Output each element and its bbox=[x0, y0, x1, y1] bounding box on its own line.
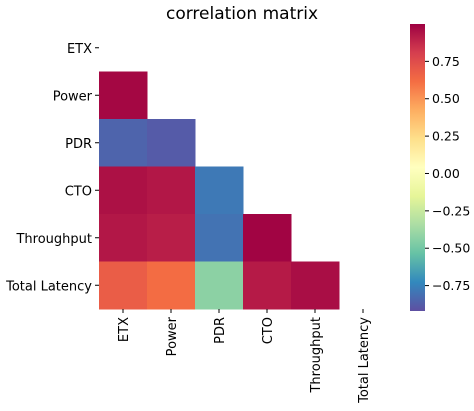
column-label: CTO bbox=[261, 317, 276, 344]
colorbar-tick-label: 0.50 bbox=[432, 91, 460, 106]
colorbar-tick-label: 0.75 bbox=[432, 54, 460, 69]
column-label: ETX bbox=[117, 317, 132, 342]
heatmap-cell-pdr-power bbox=[147, 119, 196, 167]
row-label: Total Latency bbox=[5, 279, 92, 294]
heatmap-cell-cto-pdr bbox=[195, 166, 244, 215]
column-label: Power bbox=[165, 316, 180, 356]
heatmap-cell-total-latency-throughput bbox=[291, 261, 340, 310]
colorbar-ticks: 0.75 0.50 0.25 0.00 −0.25 −0.50 −0.75 bbox=[425, 54, 470, 293]
row-label: ETX bbox=[67, 42, 92, 57]
colorbar-tick-label: −0.50 bbox=[432, 241, 470, 256]
heatmap-cell-total-latency-etx bbox=[99, 261, 148, 310]
heatmap-cell-throughput-cto bbox=[243, 214, 292, 262]
heatmap-cell-cto-etx bbox=[99, 166, 148, 215]
heatmap-cell-cto-power bbox=[147, 166, 196, 215]
column-label: PDR bbox=[213, 317, 228, 344]
colorbar-tick-label: 0.25 bbox=[432, 129, 460, 144]
colorbar bbox=[410, 24, 425, 311]
row-label: Power bbox=[53, 89, 93, 104]
heatmap-cells bbox=[99, 71, 340, 310]
row-label: PDR bbox=[65, 137, 92, 152]
colorbar-tick-label: −0.75 bbox=[432, 278, 470, 293]
heatmap-cell-total-latency-pdr bbox=[195, 261, 244, 310]
row-labels: ETX Power PDR CTO Throughput Total Latency bbox=[5, 42, 99, 294]
row-label: CTO bbox=[65, 184, 92, 199]
heatmap-cell-throughput-power bbox=[147, 214, 196, 262]
heatmap-cell-total-latency-cto bbox=[243, 261, 292, 310]
heatmap-cell-throughput-etx bbox=[99, 214, 148, 262]
heatmap-cell-power-etx bbox=[99, 71, 148, 120]
column-labels: ETX Power PDR CTO Throughput Total Latency bbox=[117, 309, 372, 404]
colorbar-tick-label: −0.25 bbox=[432, 203, 470, 218]
row-label: Throughput bbox=[15, 232, 92, 247]
chart-title: correlation matrix bbox=[166, 4, 318, 24]
column-label: Total Latency bbox=[357, 317, 372, 404]
heatmap-cell-throughput-pdr bbox=[195, 214, 244, 262]
heatmap-cell-total-latency-power bbox=[147, 261, 196, 310]
column-label: Throughput bbox=[309, 317, 324, 394]
heatmap-cell-pdr-etx bbox=[99, 119, 148, 167]
colorbar-tick-label: 0.00 bbox=[432, 166, 460, 181]
